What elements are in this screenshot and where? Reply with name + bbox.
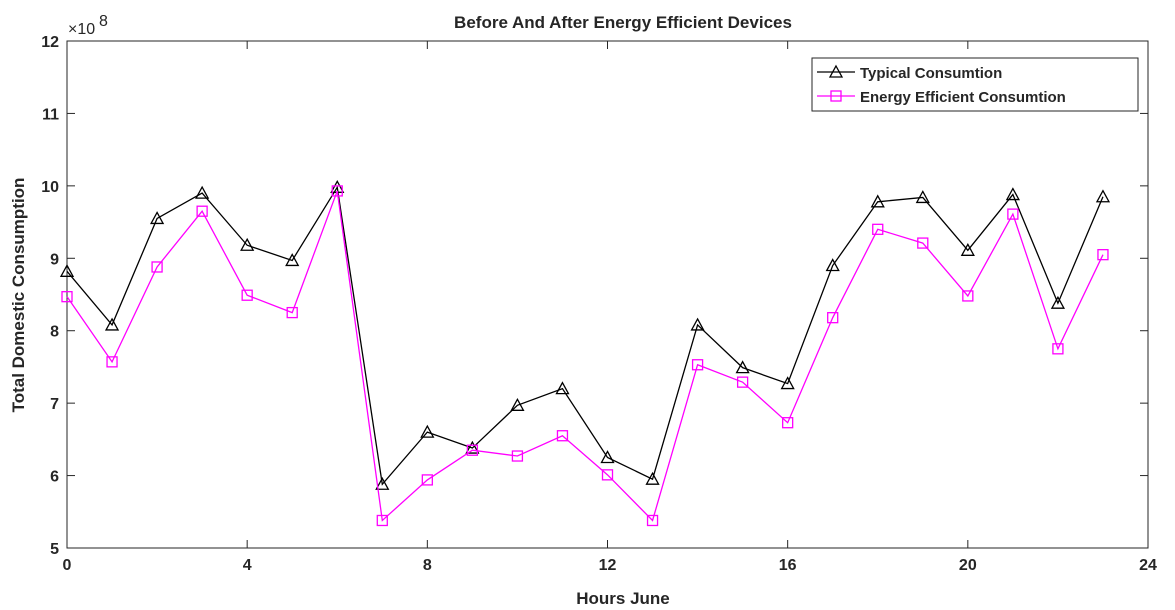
data-point — [240, 237, 255, 251]
data-point — [915, 190, 930, 204]
x-tick-label: 12 — [599, 557, 617, 574]
data-point — [285, 253, 300, 267]
data-point — [601, 469, 614, 481]
data-point — [421, 474, 433, 486]
data-point — [825, 258, 840, 272]
data-point — [600, 450, 615, 464]
data-point — [735, 360, 750, 374]
data-point — [917, 237, 929, 249]
series-line-1 — [66, 185, 1104, 486]
y-tick-label: 10 — [41, 179, 59, 196]
axis-ticks: 0 4 8 12 16 20 24 5 6 7 8 9 10 11 12 — [41, 34, 1157, 574]
series-line-2 — [66, 190, 1104, 522]
data-point — [1097, 249, 1109, 261]
y-exponent-power: 8 — [99, 13, 108, 30]
series-1 — [59, 179, 1111, 490]
data-point — [465, 440, 480, 454]
legend-label-typical: Typical Consumtion — [860, 65, 1002, 82]
data-point — [61, 291, 73, 303]
data-point — [870, 194, 885, 208]
data-point — [241, 289, 253, 301]
y-tick-label: 9 — [50, 251, 59, 268]
data-point — [1007, 208, 1019, 220]
data-point — [1005, 187, 1020, 201]
data-point — [1050, 295, 1066, 309]
x-tick-label: 16 — [779, 557, 797, 574]
data-point — [645, 471, 660, 485]
x-tick-label: 8 — [423, 557, 432, 574]
data-point — [827, 312, 839, 324]
x-tick-label: 24 — [1139, 557, 1157, 574]
data-point — [286, 306, 298, 319]
data-point — [331, 185, 343, 197]
data-point — [872, 223, 884, 235]
legend-box — [811, 57, 1139, 112]
legend-triangle-marker-icon — [828, 64, 844, 78]
data-point — [376, 514, 388, 527]
data-point — [420, 424, 435, 438]
x-axis-label: Hours June — [576, 589, 670, 608]
chart-title: Before And After Energy Efficient Device… — [454, 13, 792, 32]
y-tick-label: 6 — [50, 469, 59, 486]
data-point — [510, 397, 525, 411]
data-point — [736, 376, 749, 388]
data-point — [962, 290, 974, 302]
y-tick-label: 7 — [50, 396, 59, 413]
data-point — [960, 242, 975, 256]
data-point — [780, 376, 795, 390]
x-tick-label: 0 — [63, 557, 72, 574]
y-tick-label: 8 — [50, 324, 59, 341]
data-point — [106, 356, 118, 368]
legend: Typical Consumtion Energy Efficient Cons… — [811, 57, 1139, 112]
data-point — [782, 417, 794, 429]
data-point — [59, 263, 75, 277]
data-point — [375, 476, 390, 490]
data-point — [646, 514, 659, 527]
y-tick-label: 5 — [50, 541, 59, 558]
data-point — [104, 317, 120, 331]
data-point — [555, 381, 570, 395]
data-point — [556, 430, 569, 442]
series-2 — [61, 185, 1109, 527]
series-layer — [59, 179, 1111, 527]
data-point — [1052, 343, 1064, 355]
data-point — [1095, 189, 1111, 203]
x-tick-label: 20 — [959, 557, 977, 574]
y-axis-label: Total Domestic Consumption — [9, 178, 28, 413]
data-point — [511, 450, 524, 462]
legend-square-marker-icon — [830, 90, 842, 102]
data-point — [195, 185, 210, 199]
data-point — [691, 359, 704, 371]
data-point — [690, 317, 705, 331]
y-exponent-label: ×10 8 — [68, 13, 108, 38]
y-exponent-base: ×10 — [68, 21, 95, 38]
data-point — [196, 205, 208, 217]
data-point — [149, 211, 165, 225]
y-tick-label: 11 — [42, 106, 59, 123]
x-tick-label: 4 — [243, 557, 252, 574]
data-point — [466, 444, 479, 456]
data-point — [151, 261, 163, 273]
legend-label-efficient: Energy Efficient Consumtion — [860, 89, 1066, 106]
y-tick-label: 12 — [41, 34, 59, 51]
